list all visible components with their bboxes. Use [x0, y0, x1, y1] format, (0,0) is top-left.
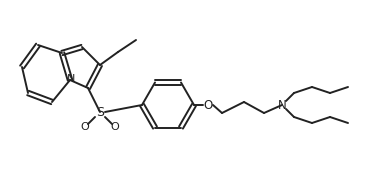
Text: S: S	[96, 105, 104, 118]
Text: N: N	[277, 98, 287, 111]
Text: N: N	[67, 74, 75, 84]
Text: O: O	[203, 98, 212, 111]
Text: O: O	[111, 122, 119, 132]
Text: O: O	[80, 122, 89, 132]
